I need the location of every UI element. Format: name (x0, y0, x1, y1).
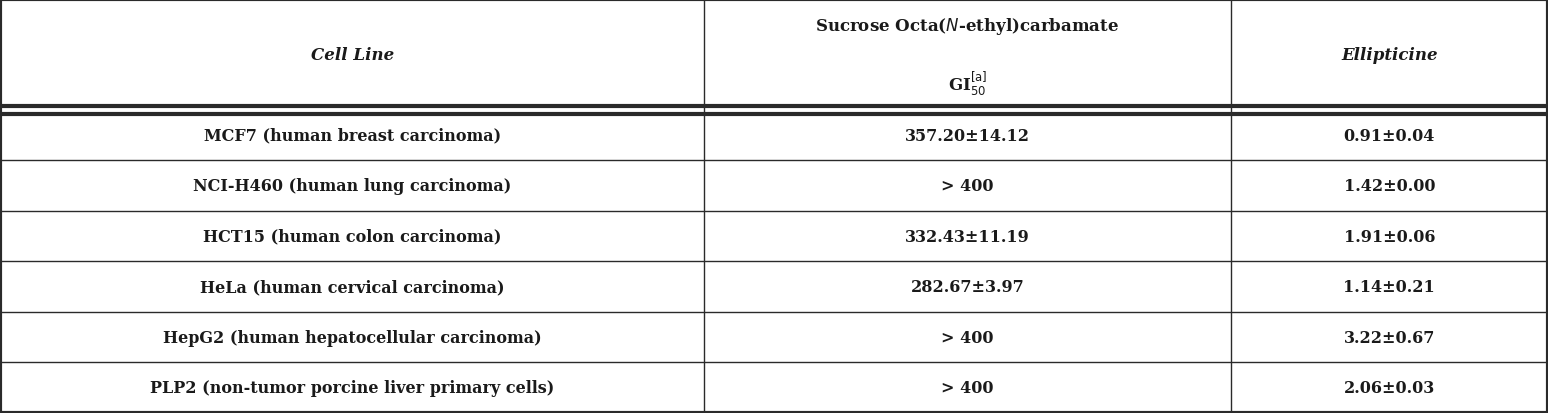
Text: > 400: > 400 (941, 379, 994, 396)
Text: Cell Line: Cell Line (311, 47, 393, 64)
Text: 282.67±3.97: 282.67±3.97 (910, 278, 1025, 296)
Text: 332.43±11.19: 332.43±11.19 (906, 228, 1029, 245)
Text: > 400: > 400 (941, 329, 994, 346)
Text: GI$_{50}^{\mathrm{[a]}}$: GI$_{50}^{\mathrm{[a]}}$ (947, 71, 988, 98)
Text: HeLa (human cervical carcinoma): HeLa (human cervical carcinoma) (200, 278, 505, 296)
Text: 1.14±0.21: 1.14±0.21 (1344, 278, 1435, 296)
Text: 2.06±0.03: 2.06±0.03 (1344, 379, 1435, 396)
Text: 1.91±0.06: 1.91±0.06 (1344, 228, 1435, 245)
Text: 3.22±0.67: 3.22±0.67 (1344, 329, 1435, 346)
Text: MCF7 (human breast carcinoma): MCF7 (human breast carcinoma) (204, 127, 500, 145)
Text: 357.20±14.12: 357.20±14.12 (906, 127, 1029, 145)
Text: Ellipticine: Ellipticine (1341, 47, 1438, 64)
Text: 1.42±0.00: 1.42±0.00 (1344, 178, 1435, 195)
Text: 0.91±0.04: 0.91±0.04 (1344, 127, 1435, 145)
Text: > 400: > 400 (941, 178, 994, 195)
Text: Sucrose Octa($\mathit{N}$-ethyl)carbamate: Sucrose Octa($\mathit{N}$-ethyl)carbamat… (816, 16, 1119, 37)
Text: NCI-H460 (human lung carcinoma): NCI-H460 (human lung carcinoma) (194, 178, 511, 195)
Text: HCT15 (human colon carcinoma): HCT15 (human colon carcinoma) (203, 228, 502, 245)
Text: HepG2 (human hepatocellular carcinoma): HepG2 (human hepatocellular carcinoma) (163, 329, 542, 346)
Text: PLP2 (non-tumor porcine liver primary cells): PLP2 (non-tumor porcine liver primary ce… (150, 379, 554, 396)
